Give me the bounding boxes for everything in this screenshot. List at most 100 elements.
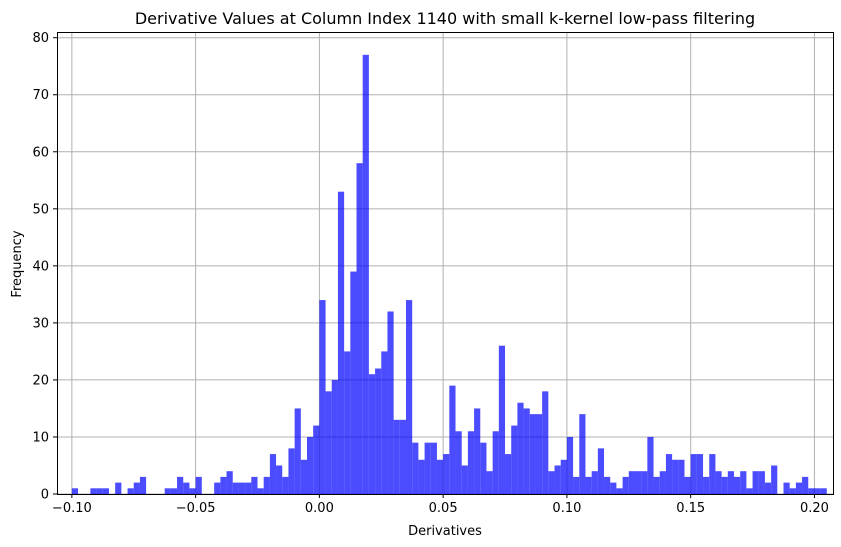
x-tick-label: 0.00 — [305, 501, 334, 516]
histogram-bar — [102, 488, 109, 494]
histogram-bar — [764, 482, 772, 494]
histogram-bar — [505, 454, 512, 494]
histogram-bar — [133, 482, 140, 494]
histogram-bar — [758, 471, 765, 494]
histogram-bar — [276, 465, 283, 494]
histogram-bar — [604, 476, 611, 494]
histogram-bar — [195, 476, 202, 494]
histogram-bar — [733, 476, 741, 494]
histogram-bar — [517, 402, 524, 494]
histogram-bar — [319, 300, 326, 494]
histogram-bar — [665, 454, 673, 494]
histogram-bar — [220, 476, 227, 494]
histogram-bar — [585, 476, 592, 494]
histogram-bar — [703, 476, 710, 494]
histogram-bar — [393, 419, 400, 494]
histogram-bar — [418, 459, 425, 494]
histogram-bar — [492, 431, 499, 494]
y-tick-label: 70 — [32, 88, 49, 103]
histogram-bar — [245, 482, 252, 494]
histogram-bar — [436, 459, 444, 494]
histogram-bar — [115, 482, 122, 494]
histogram-bar — [752, 471, 759, 494]
histogram-bar — [480, 442, 487, 494]
y-axis-ticks: 0 10 20 30 40 50 60 70 80 — [32, 31, 57, 503]
histogram-bar — [96, 488, 103, 494]
histogram-bar — [71, 488, 79, 494]
y-tick-label: 80 — [32, 31, 49, 46]
histogram-bar — [529, 414, 536, 494]
histogram-bar — [214, 482, 221, 494]
histogram-bar — [566, 436, 574, 494]
histogram-bar — [313, 425, 320, 494]
x-tick-label: 0.20 — [800, 501, 829, 516]
histogram-bar — [183, 482, 190, 494]
x-tick-label: −0.10 — [52, 501, 92, 516]
histogram-bar — [647, 436, 654, 494]
histogram-bar — [498, 345, 506, 494]
histogram-bar — [511, 425, 518, 494]
histogram-bar — [628, 471, 635, 494]
histogram-bar — [727, 471, 734, 494]
histogram-bar — [164, 488, 171, 494]
histogram-bar — [579, 414, 586, 494]
histogram-bar — [771, 465, 778, 494]
histogram-bar — [406, 300, 413, 494]
histogram-bar — [709, 454, 716, 494]
histogram-bars — [71, 54, 827, 494]
histogram-bar — [634, 471, 642, 494]
y-tick-label: 20 — [32, 373, 49, 388]
histogram-bar — [820, 488, 827, 494]
y-tick-label: 60 — [32, 145, 49, 160]
y-axis-label: Frequency — [10, 230, 25, 297]
y-tick-label: 10 — [32, 430, 49, 445]
histogram-bar — [399, 419, 407, 494]
histogram-bar — [344, 351, 351, 494]
histogram-bar — [573, 476, 580, 494]
histogram-bar — [535, 414, 543, 494]
histogram-bar — [177, 476, 184, 494]
histogram-bar — [746, 488, 753, 494]
x-tick-label: 0.15 — [676, 501, 705, 516]
histogram-bar — [430, 442, 437, 494]
chart-title: Derivative Values at Column Index 1140 w… — [135, 9, 755, 28]
histogram-bar — [449, 385, 456, 494]
histogram-bar — [597, 448, 605, 494]
histogram-bar — [672, 459, 679, 494]
histogram-bar — [795, 482, 803, 494]
histogram-bar — [616, 488, 623, 494]
histogram-bar — [783, 482, 790, 494]
histogram-bar — [337, 191, 345, 494]
x-axis-ticks: −0.10 −0.05 0.00 0.05 0.10 0.15 0.20 — [52, 494, 829, 516]
histogram-bar — [560, 459, 567, 494]
histogram-bar — [641, 471, 648, 494]
histogram-bar — [455, 431, 462, 494]
histogram-bar — [238, 482, 246, 494]
histogram-bar — [139, 476, 147, 494]
histogram-bar — [226, 471, 233, 494]
histogram-bar — [808, 488, 815, 494]
histogram-bar — [715, 471, 722, 494]
histogram-bar — [814, 488, 821, 494]
histogram-bar — [263, 476, 270, 494]
histogram-bar — [678, 459, 685, 494]
plot-frame — [57, 32, 834, 495]
histogram-bar — [170, 488, 178, 494]
histogram-bar — [251, 476, 258, 494]
histogram-bar — [127, 488, 134, 494]
histogram-bar — [325, 391, 332, 494]
histogram-bar — [523, 408, 530, 494]
histogram-bar — [331, 379, 338, 494]
x-axis-label: Derivatives — [408, 524, 482, 539]
histogram-bar — [90, 488, 97, 494]
histogram-bar — [294, 408, 301, 494]
y-tick-label: 40 — [32, 259, 49, 274]
histogram-bar — [350, 271, 357, 494]
histogram-bar — [802, 476, 809, 494]
histogram-bar — [548, 471, 555, 494]
grid-lines — [57, 32, 833, 495]
histogram-bar — [443, 454, 450, 494]
histogram-bar — [696, 454, 704, 494]
histogram-bar — [542, 391, 549, 494]
